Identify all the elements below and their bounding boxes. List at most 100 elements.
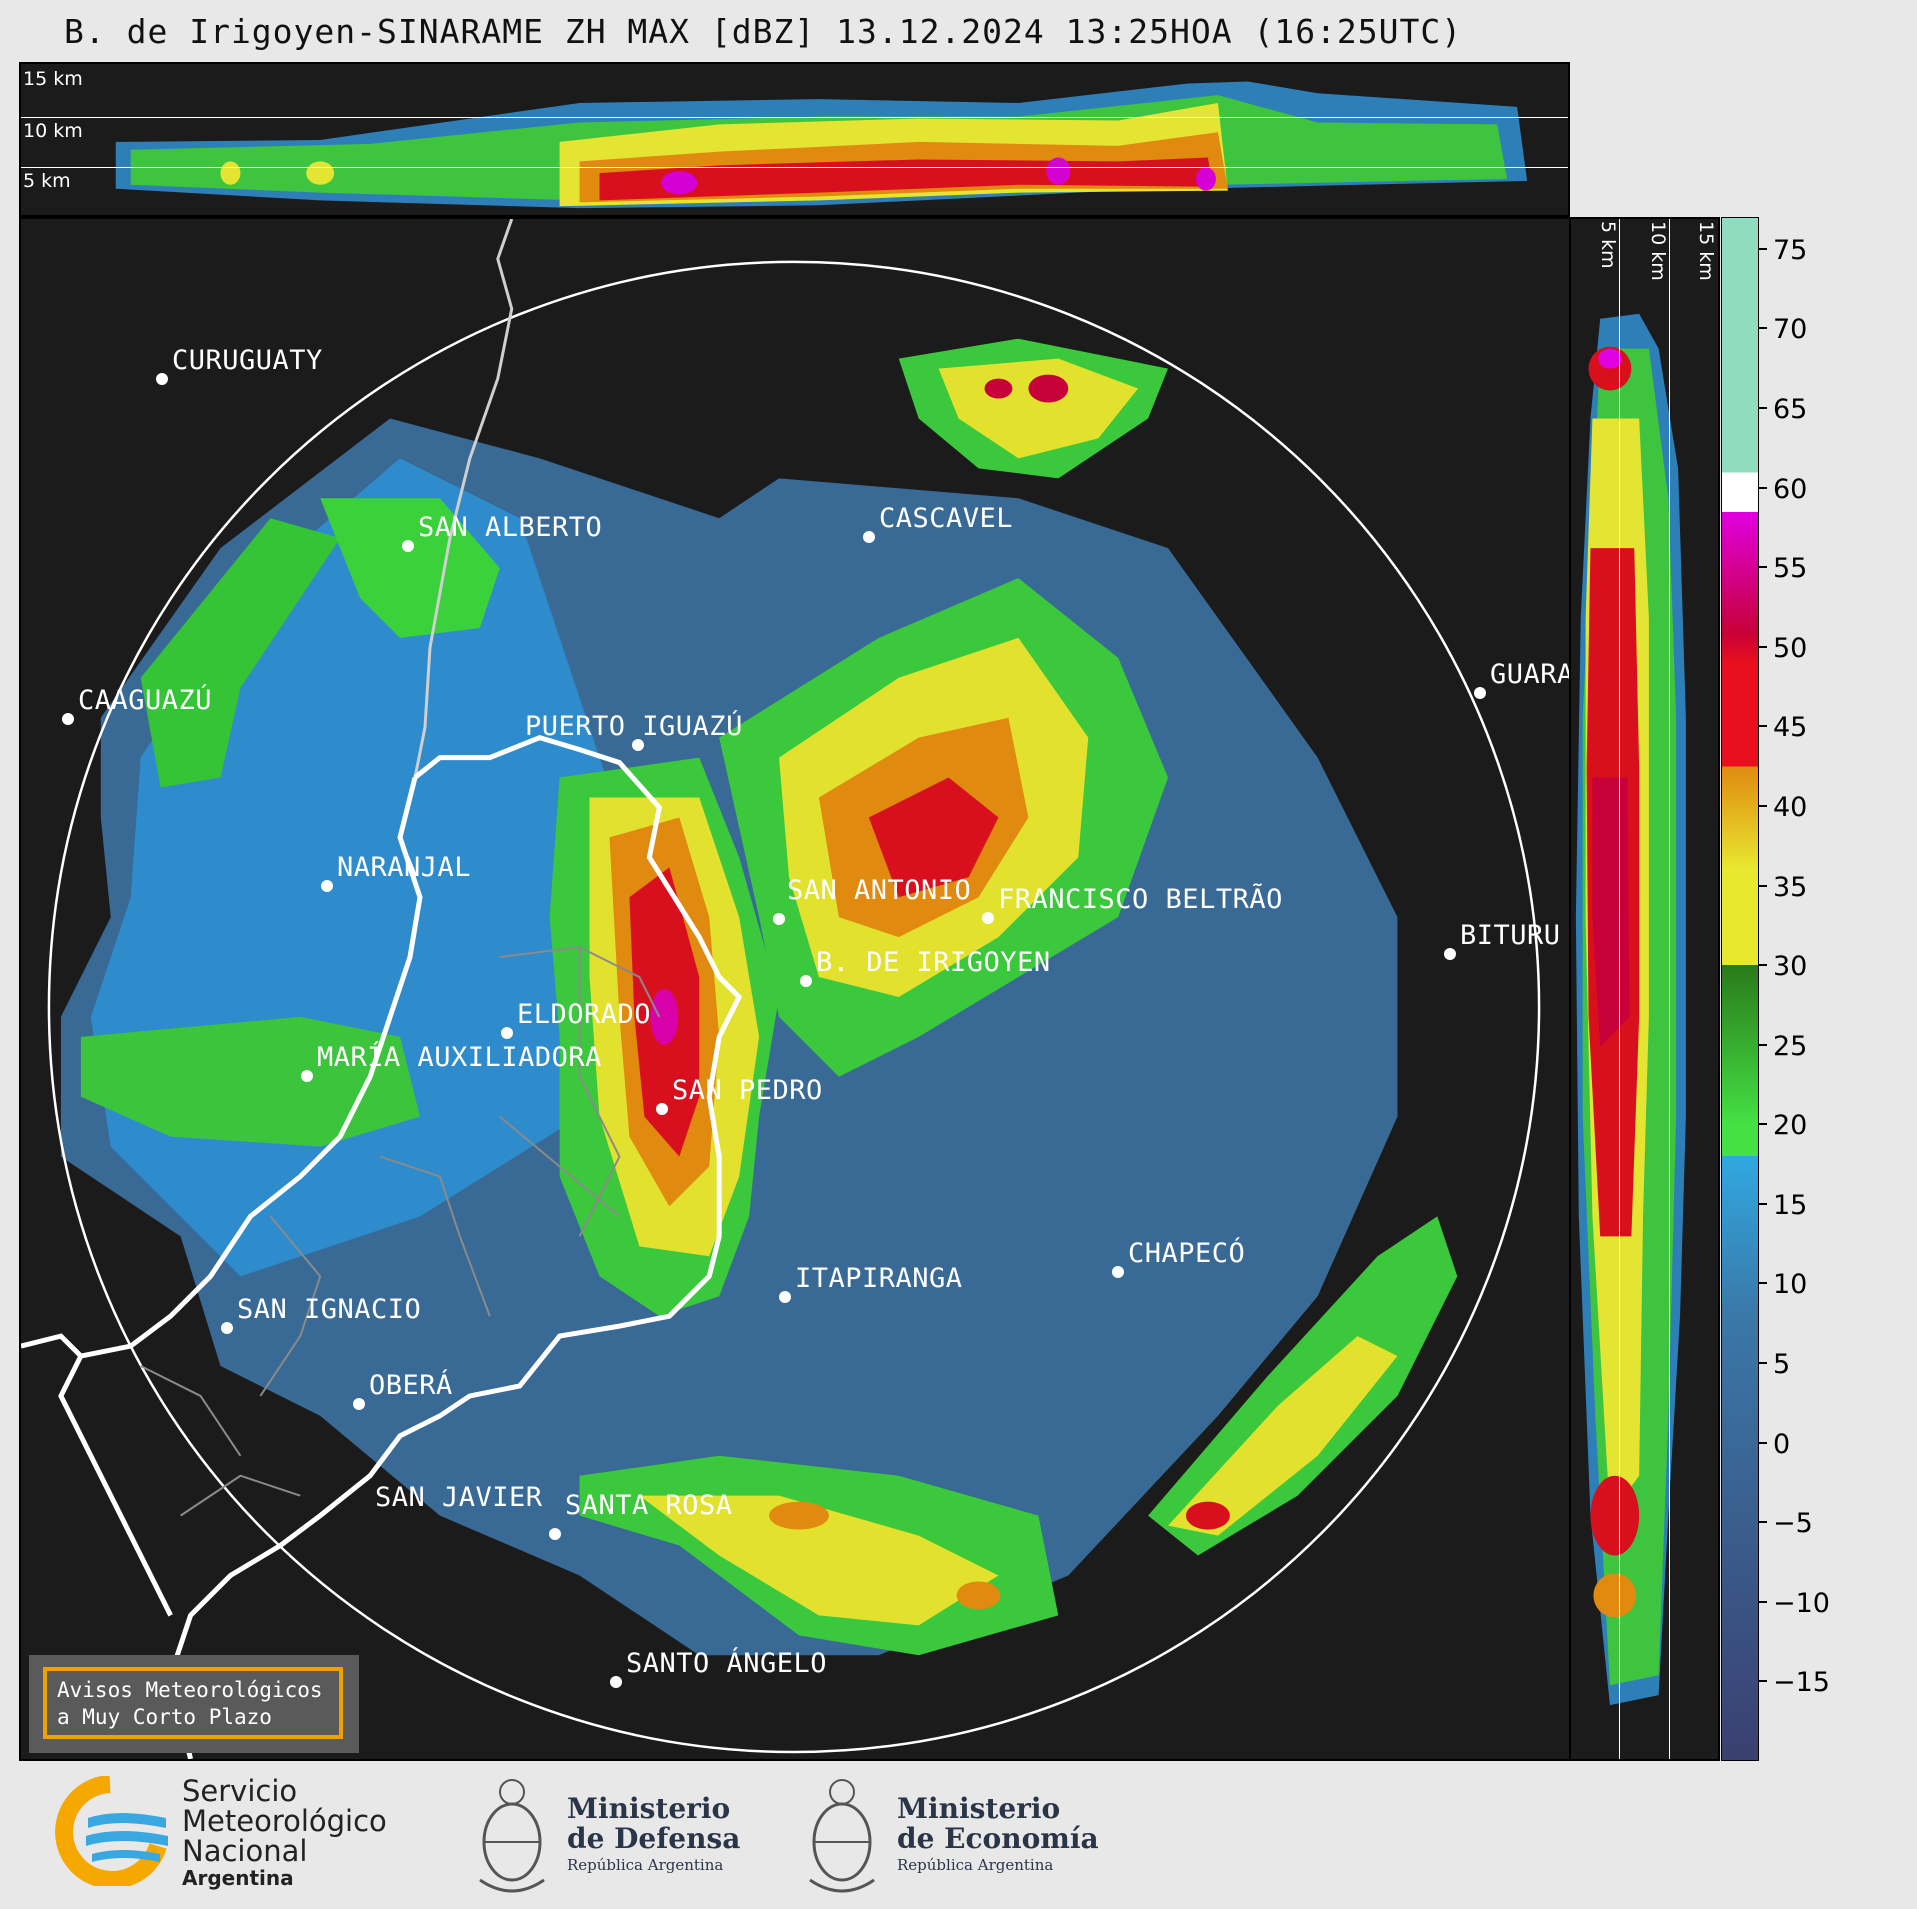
city-label: SAN JAVIER [375,1482,543,1513]
colorbar [1721,217,1759,1761]
city-label: CURUGUATY [172,345,323,376]
colorbar-tick-mark [1759,1600,1767,1603]
economia-line-2: de Economía [897,1822,1099,1855]
city-label: SANTA ROSA [565,1490,733,1521]
smn-line-2: Meteorológico [182,1804,387,1838]
map-title: B. de Irigoyen-SINARAME ZH MAX [dBZ] 13.… [64,12,1463,51]
colorbar-tick-label: 70 [1773,314,1808,346]
radar-echo-layer [21,219,1541,1759]
altitude-label-15km: 15 km [1695,221,1717,281]
defensa-line-1: Ministerio [567,1792,731,1825]
city-dot [1474,687,1486,699]
city-dot [982,912,994,924]
colorbar-tick-label: 0 [1773,1428,1791,1460]
economia-line-3: República Argentina [897,1856,1054,1874]
colorbar-tick-label: −15 [1773,1667,1830,1699]
city-dot [779,1291,791,1303]
alert-box-inner: Avisos Meteorológicos a Muy Corto Plazo [43,1667,343,1739]
colorbar-tick-label: 15 [1773,1189,1808,1221]
city-label: BITURU [1460,920,1561,951]
city-label: FRANCISCO BELTRÃO [998,884,1283,915]
city-dot [656,1103,668,1115]
colorbar-tick-label: 35 [1773,871,1808,903]
city-label: SAN ANTONIO [787,875,972,906]
colorbar-tick-mark [1759,1441,1767,1444]
city-dot [353,1398,365,1410]
smn-line-4: Argentina [182,1866,294,1890]
city-label: B. DE IRIGOYEN [816,947,1051,978]
colorbar-tick-mark [1759,1282,1767,1285]
city-label: ITAPIRANGA [795,1263,963,1294]
altitude-line-10km [21,117,1568,118]
city-label: ELDORADO [517,999,652,1030]
city-dot [632,739,644,751]
city-dot [156,373,168,385]
colorbar-tick-mark [1759,406,1767,409]
city-dot [863,531,875,543]
city-dot [800,975,812,987]
colorbar-tick-label: −5 [1773,1508,1813,1540]
city-label: CASCAVEL [879,503,1014,534]
city-dot [610,1676,622,1688]
altitude-label-10km: 10 km [1647,221,1669,281]
colorbar-tick-mark [1759,804,1767,807]
defensa-line-2: de Defensa [567,1822,741,1855]
city-dot [62,713,74,725]
colorbar-tick-mark [1759,884,1767,887]
alert-line-1: Avisos Meteorológicos [57,1678,323,1702]
right-cross-section-echo [1575,313,1686,1706]
altitude-line-10km-vertical [1669,219,1670,1759]
alert-box: Avisos Meteorológicos a Muy Corto Plazo [29,1655,359,1753]
city-dot [221,1322,233,1334]
city-label: CAAGUAZÚ [78,685,213,716]
city-label: NARANJAL [337,852,472,883]
economia-line-1: Ministerio [897,1792,1061,1825]
city-label: SAN PEDRO [672,1075,823,1106]
colorbar-tick-label: 55 [1773,553,1808,585]
city-label: SAN IGNACIO [237,1294,422,1325]
colorbar-tick-mark [1759,964,1767,967]
colorbar-tick-label: 65 [1773,393,1808,425]
right-cross-section-panel: 5 km 10 km 15 km [1569,217,1720,1761]
smn-line-3: Nacional [182,1834,308,1868]
altitude-label-10km: 10 km [23,120,83,142]
altitude-label-5km: 5 km [1597,221,1619,269]
city-dot [549,1528,561,1540]
top-cross-section-panel: 15 km 10 km 5 km [19,62,1570,217]
colorbar-tick-mark [1759,1362,1767,1365]
city-label: SANTO ÁNGELO [626,1648,828,1679]
coat-of-arms-icon [809,1779,875,1893]
colorbar-ticks: 75 70 65 60 55 50 45 40 35 30 25 20 15 10 5 0 −5 −10 −15 [1759,217,1859,1761]
radar-map: CURUGUATY SAN ALBERTO CASCAVEL CAAGUAZÚ … [19,217,1571,1761]
ministerio-economia-text: Ministerio de Economía República Argenti… [897,1794,1099,1876]
alert-line-2: a Muy Corto Plazo [57,1705,272,1729]
smn-logo-text: Servicio Meteorológico Nacional Argentin… [182,1776,387,1890]
colorbar-tick-mark [1759,1043,1767,1046]
city-dot [1112,1266,1124,1278]
defensa-line-3: República Argentina [567,1856,724,1874]
city-dot [501,1027,513,1039]
colorbar-tick-label: −10 [1773,1587,1830,1619]
colorbar-tick-mark [1759,247,1767,250]
city-dot [773,913,785,925]
altitude-label-5km: 5 km [23,170,71,192]
colorbar-tick-mark [1759,566,1767,569]
colorbar-tick-label: 5 [1773,1349,1791,1381]
colorbar-tick-label: 20 [1773,1110,1808,1142]
colorbar-tick-mark [1759,327,1767,330]
colorbar-tick-mark [1759,1123,1767,1126]
city-label: MARÍA AUXILIADORA [317,1042,602,1073]
city-label: OBERÁ [369,1370,453,1401]
city-dot [1444,948,1456,960]
smn-logo-icon [55,1776,168,1886]
colorbar-tick-label: 75 [1773,234,1808,266]
colorbar-tick-label: 50 [1773,632,1808,664]
colorbar-tick-label: 10 [1773,1269,1808,1301]
colorbar-tick-mark [1759,1202,1767,1205]
city-dot [301,1070,313,1082]
smn-line-1: Servicio [182,1774,298,1808]
colorbar-tick-mark [1759,645,1767,648]
colorbar-tick-mark [1759,1521,1767,1524]
colorbar-tick-mark [1759,725,1767,728]
top-cross-section-echo [115,81,1528,209]
